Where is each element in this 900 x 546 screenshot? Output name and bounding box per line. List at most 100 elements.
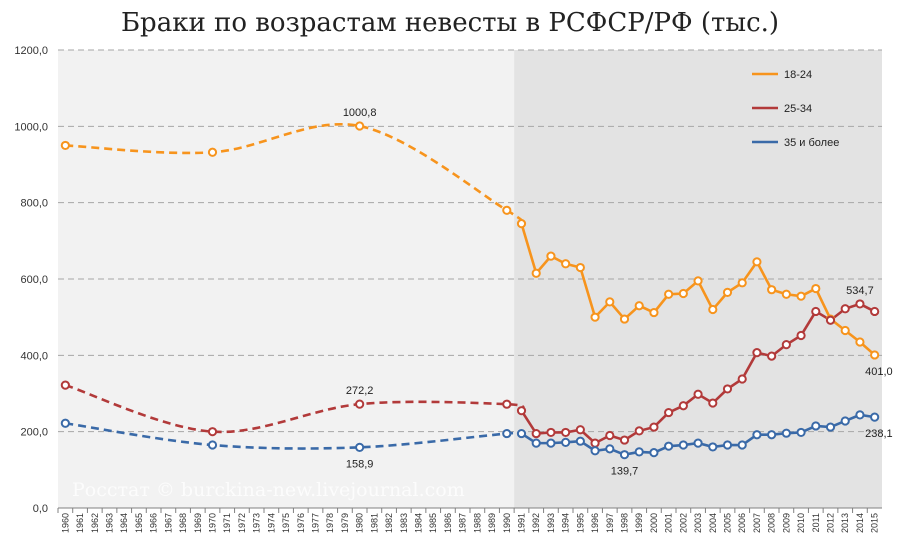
data-label: 238,1 — [865, 428, 893, 440]
data-point — [605, 444, 615, 454]
data-point — [605, 430, 615, 441]
x-tick-label: 1993 — [546, 513, 556, 533]
x-tick-label: 1967 — [163, 513, 173, 533]
y-tick-label: 1200,0 — [14, 45, 48, 57]
data-point — [516, 428, 527, 439]
x-tick-label: 2012 — [826, 513, 836, 533]
data-point — [796, 291, 806, 301]
x-tick-label: 2014 — [855, 513, 865, 533]
x-tick-label: 1999 — [634, 513, 644, 533]
data-point — [781, 289, 791, 299]
x-tick-label: 1985 — [428, 513, 438, 533]
data-point — [752, 348, 762, 358]
x-tick-label: 2010 — [796, 513, 806, 533]
data-point — [855, 337, 865, 347]
x-tick-label: 1962 — [90, 513, 100, 533]
legend-label: 25-34 — [784, 103, 812, 115]
x-tick-label: 1996 — [590, 513, 600, 533]
x-tick-label: 2013 — [840, 513, 850, 533]
x-tick-label: 2008 — [767, 513, 777, 533]
data-point — [678, 288, 688, 299]
x-tick-label: 2004 — [708, 513, 718, 533]
data-point — [619, 450, 630, 460]
data-point — [546, 427, 556, 438]
data-point — [634, 426, 644, 436]
x-tick-label: 1990 — [502, 513, 512, 533]
x-tick-label: 2000 — [649, 513, 659, 533]
data-point — [502, 399, 512, 409]
data-point — [855, 410, 865, 420]
x-tick-label: 2001 — [664, 513, 674, 533]
x-tick-label: 2011 — [811, 513, 821, 532]
x-tick-label: 1965 — [134, 513, 144, 533]
data-point — [708, 304, 718, 315]
data-point — [767, 285, 777, 295]
x-tick-label: 1989 — [487, 513, 497, 533]
data-point — [870, 412, 880, 422]
data-point — [561, 437, 571, 447]
data-point — [605, 297, 615, 307]
chart-title: Браки по возрастам невесты в РСФСР/РФ (т… — [120, 8, 780, 38]
x-tick-label: 1964 — [119, 513, 129, 533]
x-tick-label: 1979 — [340, 513, 350, 533]
data-point — [737, 278, 747, 288]
x-tick-label: 1975 — [281, 513, 291, 533]
x-tick-label: 1973 — [252, 513, 262, 533]
x-tick-label: 1997 — [605, 513, 615, 533]
data-point — [355, 399, 365, 409]
x-tick-label: 1963 — [105, 513, 115, 533]
data-point — [708, 442, 718, 452]
data-point — [781, 428, 791, 438]
data-label: 401,0 — [865, 366, 893, 378]
x-tick-label: 2006 — [737, 513, 747, 533]
x-tick-label: 1969 — [193, 513, 203, 533]
data-label: 139,7 — [611, 466, 639, 478]
data-label: 534,7 — [846, 285, 874, 297]
legend-label: 35 и более — [784, 137, 839, 149]
x-axis-ticks: 1960 1961 1962 1963 1964 1965 1966 1967 1968 1969… — [57, 508, 880, 533]
y-tick-label: 0,0 — [33, 503, 48, 515]
data-point — [531, 428, 541, 439]
data-point — [722, 287, 733, 297]
y-tick-label: 600,0 — [20, 274, 48, 286]
y-axis-ticks: 0,0 200,0 400,0 600,0 800,0 1000,0 1200,0 — [14, 45, 48, 515]
data-point — [60, 418, 70, 428]
x-tick-label: 1977 — [311, 513, 321, 533]
data-point — [546, 251, 556, 261]
data-point — [722, 440, 733, 450]
data-point — [590, 446, 600, 456]
data-point — [870, 306, 880, 317]
data-point — [575, 425, 585, 435]
data-point — [649, 448, 659, 458]
data-point — [619, 435, 630, 445]
x-tick-label: 1971 — [222, 513, 232, 533]
data-point — [767, 351, 777, 361]
y-tick-label: 400,0 — [20, 350, 48, 362]
x-tick-label: 1982 — [384, 513, 394, 533]
data-point — [693, 438, 703, 448]
data-point — [767, 430, 777, 440]
x-tick-label: 1970 — [208, 513, 218, 533]
x-tick-label: 1987 — [458, 513, 468, 533]
data-label: 158,9 — [346, 458, 374, 470]
data-point — [516, 219, 527, 229]
data-point — [722, 384, 733, 394]
x-tick-label: 1983 — [399, 513, 409, 533]
data-label: 272,2 — [346, 385, 374, 397]
x-tick-label: 2003 — [693, 513, 703, 533]
x-tick-label: 1994 — [561, 513, 571, 533]
data-point — [664, 407, 674, 418]
data-point — [207, 147, 218, 157]
data-point — [840, 416, 850, 426]
x-tick-label: 1991 — [517, 513, 527, 533]
series-line-dashed — [64, 383, 525, 434]
data-point — [619, 314, 630, 324]
x-tick-label: 2005 — [723, 513, 733, 533]
x-tick-label: 1966 — [149, 513, 159, 533]
x-tick-label: 1988 — [472, 513, 482, 533]
data-point — [840, 304, 850, 314]
x-tick-label: 1986 — [443, 513, 453, 533]
legend-label: 18-24 — [784, 69, 812, 81]
data-point — [590, 438, 600, 448]
